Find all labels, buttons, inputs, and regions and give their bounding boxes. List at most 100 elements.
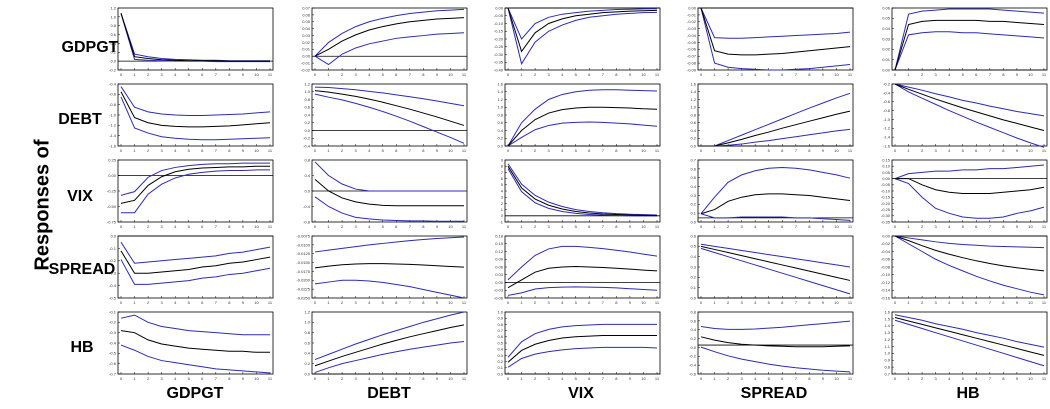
irf-panels: 1.21.00.80.60.40.20.0-0.20 1 2 3 4 5 6 7 8 9 10 110… [107, 5, 1048, 381]
x-tick-label: 4 [561, 300, 564, 305]
y-tick-label: -0.06 [881, 257, 891, 262]
y-tick-label: 1.0 [304, 320, 310, 325]
point-estimate-line [507, 7, 658, 53]
y-tick-label: -0.4 [303, 143, 311, 148]
panel-hb-to-debt: 1.2 1.0 0.8 0.6 0.4 0.2 0.0 0 1 2 3 4 5 6 7 8 9 10 11 [304, 309, 468, 381]
y-tick-label: 9 [501, 157, 504, 162]
y-tick-label: -0.05 [881, 182, 891, 187]
x-tick-label: 3 [355, 376, 358, 381]
y-tick-label: 0.1 [690, 285, 696, 290]
x-tick-label: 10 [1028, 376, 1033, 381]
y-tick-label: 0.2 [690, 202, 696, 207]
x-tick-label: 2 [534, 72, 537, 77]
upper-band-line [894, 83, 1045, 117]
lower-band-line [120, 96, 271, 141]
x-tick-label: 10 [641, 300, 646, 305]
x-tick-label: 8 [422, 376, 425, 381]
upper-band-line [120, 162, 270, 196]
y-tick-label: -0.6 [883, 99, 891, 104]
x-tick-label: 5 [188, 72, 191, 77]
y-tick-label: 0.7 [497, 328, 503, 333]
y-tick-label: -0.50 [107, 204, 117, 209]
x-tick-label: 8 [228, 300, 231, 305]
x-tick-label: 8 [808, 376, 811, 381]
x-tick-label: 9 [242, 376, 245, 381]
point-estimate-line [314, 179, 464, 207]
y-tick-label: 0.05 [882, 16, 891, 21]
x-tick-label: 9 [629, 300, 632, 305]
y-tick-label: 0.4 [690, 128, 696, 133]
panel-frame [697, 311, 854, 375]
x-tick-label: 5 [575, 72, 578, 77]
y-tick-label: 5 [501, 182, 504, 187]
point-estimate-line [120, 13, 270, 62]
y-tick-label: 0.4 [304, 112, 310, 117]
y-tick-label: -0.09 [687, 67, 697, 72]
x-tick-label: 0 [507, 148, 510, 153]
y-tick-label: 0.0 [497, 143, 503, 148]
x-tick-label: 9 [242, 224, 245, 229]
y-tick-label: 7 [501, 170, 504, 175]
y-tick-label: -0.01 [301, 61, 311, 66]
col-label-vix: VIX [568, 385, 594, 402]
x-tick-label: 8 [228, 72, 231, 77]
x-tick-label: 7 [795, 148, 798, 153]
x-tick-label: 4 [174, 148, 177, 153]
x-tick-label: 0 [700, 300, 703, 305]
y-tick-label: -0.1 [109, 309, 117, 314]
y-tick-label: -1.4 [109, 133, 117, 138]
x-tick-label: 2 [727, 72, 730, 77]
y-tick-label: 1.2 [884, 337, 890, 342]
x-tick-label: 4 [368, 376, 371, 381]
y-tick-label: -0.0075 [296, 233, 310, 238]
y-tick-label: -0.35 [881, 219, 891, 224]
y-tick-label: 0.1 [690, 211, 696, 216]
x-tick-label: 5 [962, 300, 965, 305]
y-tick-label: -0.10 [881, 272, 891, 277]
y-tick-label: 0.8 [497, 112, 503, 117]
y-tick-label: 1.0 [110, 14, 116, 19]
y-tick-label: -0.6 [109, 92, 117, 97]
y-tick-label: 0.0 [497, 371, 503, 376]
y-tick-label: 0.8 [304, 157, 310, 162]
x-tick-label: 10 [254, 376, 259, 381]
x-tick-label: 8 [808, 148, 811, 153]
x-tick-label: 6 [975, 72, 978, 77]
x-tick-label: 11 [462, 300, 467, 305]
y-tick-label: -1.2 [883, 126, 891, 131]
y-tick-label: 0.00 [108, 173, 117, 178]
y-tick-label: -0.08 [881, 264, 891, 269]
col-label-debt: DEBT [367, 385, 411, 402]
x-tick-label: 10 [834, 72, 839, 77]
x-tick-label: 0 [120, 300, 123, 305]
y-tick-label: 0.05 [302, 19, 311, 24]
y-tick-label: 0.06 [495, 264, 504, 269]
x-tick-label: 10 [1028, 148, 1033, 153]
x-tick-label: 8 [228, 148, 231, 153]
x-tick-label: 11 [1042, 376, 1047, 381]
lower-band-line [507, 286, 658, 296]
x-tick-label: 7 [989, 72, 992, 77]
x-tick-label: 10 [1028, 72, 1033, 77]
lower-band-line [121, 169, 270, 214]
x-tick-label: 7 [602, 376, 605, 381]
panel-gdpgt-to-debt: 0.07 0.06 0.05 0.04 0.03 0.02 0.01 0.00 -0.01-0.… [301, 5, 468, 77]
x-tick-label: 4 [754, 148, 757, 153]
panel-frame [891, 7, 1048, 71]
x-tick-label: 6 [781, 376, 784, 381]
y-tick-label: 0 [501, 213, 504, 218]
y-tick-label: 0.0 [110, 59, 116, 64]
panel-gdpgt-to-spread: 0.00 -0.01 -0.02 -0.03 -0.04 -0.05 -0.06 -0.07 -… [687, 5, 854, 77]
lower-band-line [507, 7, 658, 66]
x-tick-label: 5 [188, 148, 191, 153]
y-tick-label: -0.0125 [296, 251, 310, 256]
x-tick-label: 3 [161, 376, 164, 381]
panel-spread-to-gdpgt: 0.0 -0.1 -0.2 -0.3 -0.4 -0.50 1 2 3 4 5 6 7 8 9 10 11 [109, 233, 274, 305]
y-tick-label: 1.0 [497, 105, 503, 110]
x-tick-label: 6 [201, 376, 204, 381]
y-tick-label: 0.03 [495, 272, 504, 277]
point-estimate-line [895, 178, 1045, 194]
y-tick-label: -0.0150 [296, 260, 310, 265]
y-tick-label: 0.2 [304, 361, 310, 366]
y-tick-label: -0.25 [107, 188, 117, 193]
